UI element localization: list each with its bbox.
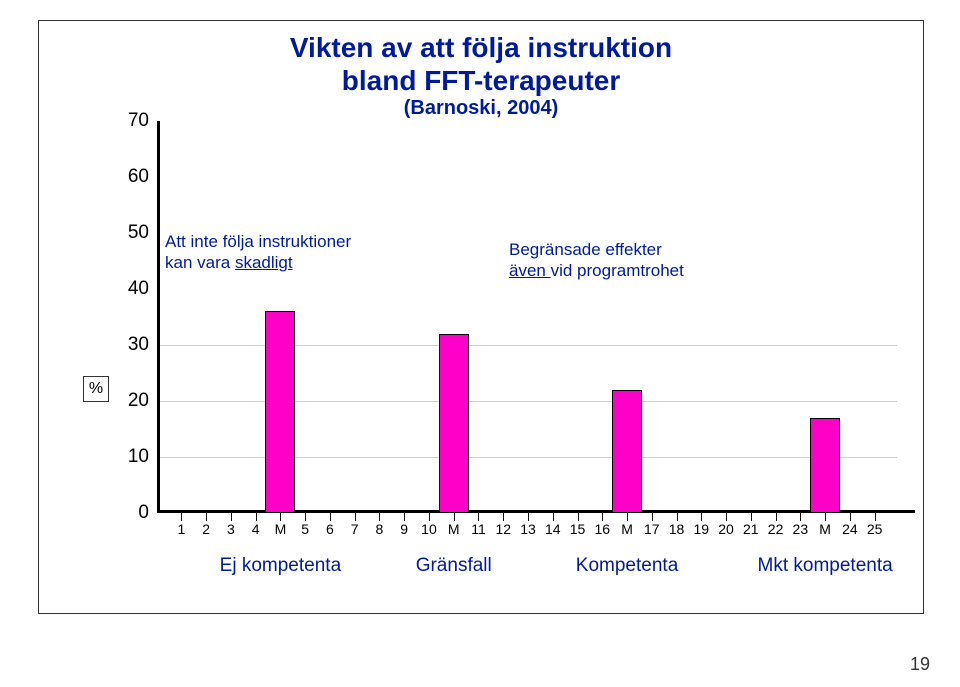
annot-left-line1: Att inte följa instruktioner — [165, 232, 351, 251]
category-labels: Ej kompetenta Gränsfall Kompetenta Mkt komp… — [157, 555, 913, 585]
y-tick-label: 30 — [119, 334, 149, 356]
x-tick — [726, 513, 727, 521]
x-tick-labels: 1234M5678910M111213141516M17181920212223… — [157, 521, 913, 543]
x-tick-label: 5 — [301, 521, 309, 537]
x-tick — [701, 513, 702, 521]
x-tick-label: 23 — [793, 521, 809, 537]
x-axis-extension — [897, 510, 915, 513]
title-line2: bland FFT-terapeuter — [342, 65, 620, 96]
category-label: Gränsfall — [416, 555, 492, 577]
x-tick — [256, 513, 257, 521]
x-tick — [231, 513, 232, 521]
x-tick — [503, 513, 504, 521]
x-tick-label: 6 — [326, 521, 334, 537]
x-tick-label: 11 — [471, 521, 486, 537]
bar — [439, 334, 469, 513]
x-tick-label: M — [819, 521, 831, 537]
x-tick — [627, 513, 628, 521]
x-tick-label: 12 — [495, 521, 511, 537]
x-tick-label: M — [275, 521, 287, 537]
x-tick-label: 3 — [227, 521, 235, 537]
y-tick-label: 40 — [119, 278, 149, 300]
annot-left-line2-under: skadligt — [235, 253, 293, 272]
x-tick-label: 15 — [570, 521, 586, 537]
y-tick-label: 20 — [119, 390, 149, 412]
x-tick-label: 13 — [520, 521, 536, 537]
x-tick-label: 20 — [718, 521, 734, 537]
y-tick-label: 70 — [119, 110, 149, 132]
x-tick — [553, 513, 554, 521]
x-tick — [652, 513, 653, 521]
x-tick — [379, 513, 380, 521]
plot-inner — [157, 121, 897, 513]
x-tick — [454, 513, 455, 521]
x-tick — [602, 513, 603, 521]
x-tick-label: 1 — [177, 521, 185, 537]
x-tick-label: 16 — [594, 521, 610, 537]
x-tick — [206, 513, 207, 521]
bar — [612, 390, 642, 513]
x-tick — [751, 513, 752, 521]
x-tick — [280, 513, 281, 521]
x-tick-label: 14 — [545, 521, 561, 537]
x-tick — [800, 513, 801, 521]
x-tick-label: 8 — [376, 521, 384, 537]
x-tick-label: 18 — [669, 521, 685, 537]
x-tick — [478, 513, 479, 521]
x-tick-label: 17 — [644, 521, 660, 537]
x-tick — [776, 513, 777, 521]
x-tick-label: 22 — [768, 521, 784, 537]
x-tick-label: 4 — [252, 521, 260, 537]
x-tick — [404, 513, 405, 521]
x-tick — [330, 513, 331, 521]
slide: Vikten av att följa instruktion bland FF… — [0, 0, 960, 687]
annot-right-line2-under: även — [509, 261, 551, 280]
x-tick — [825, 513, 826, 521]
page-number: 19 — [910, 654, 930, 675]
y-tick-label: 50 — [119, 222, 149, 244]
x-tick — [528, 513, 529, 521]
annot-right-line2-post: vid programtrohet — [551, 261, 684, 280]
y-axis — [157, 121, 160, 513]
bar — [810, 418, 840, 513]
x-tick — [305, 513, 306, 521]
chart-title: Vikten av att följa instruktion bland FF… — [39, 31, 923, 121]
subtitle: (Barnoski, 2004) — [39, 97, 923, 121]
annotation-left: Att inte följa instruktioner kan vara sk… — [165, 231, 351, 274]
y-tick-label: 60 — [119, 166, 149, 188]
category-label: Mkt kompetenta — [758, 555, 893, 577]
bar — [265, 311, 295, 513]
x-tick — [355, 513, 356, 521]
annot-left-line2-pre: kan vara — [165, 253, 235, 272]
x-tick — [850, 513, 851, 521]
x-tick — [181, 513, 182, 521]
x-tick-label: 9 — [400, 521, 408, 537]
category-label: Ej kompetenta — [220, 555, 341, 577]
x-tick-label: 21 — [743, 521, 759, 537]
x-tick-label: M — [448, 521, 460, 537]
x-tick — [429, 513, 430, 521]
category-label: Kompetenta — [576, 555, 678, 577]
y-tick-label: 10 — [119, 446, 149, 468]
x-tick — [875, 513, 876, 521]
x-tick — [578, 513, 579, 521]
x-tick-label: 7 — [351, 521, 359, 537]
plot-area — [157, 121, 897, 513]
title-line1: Vikten av att följa instruktion — [290, 32, 672, 63]
x-tick-label: 24 — [842, 521, 858, 537]
x-tick — [677, 513, 678, 521]
x-tick-label: M — [621, 521, 633, 537]
x-tick-label: 19 — [694, 521, 710, 537]
y-axis-label: % — [83, 376, 109, 402]
y-tick-label: 0 — [119, 502, 149, 524]
annotation-right: Begränsade effekter även vid programtroh… — [509, 239, 684, 282]
annot-right-line1: Begränsade effekter — [509, 240, 662, 259]
x-tick-label: 2 — [202, 521, 210, 537]
x-tick-label: 25 — [867, 521, 883, 537]
slide-frame: Vikten av att följa instruktion bland FF… — [38, 20, 924, 614]
x-tick-label: 10 — [421, 521, 437, 537]
